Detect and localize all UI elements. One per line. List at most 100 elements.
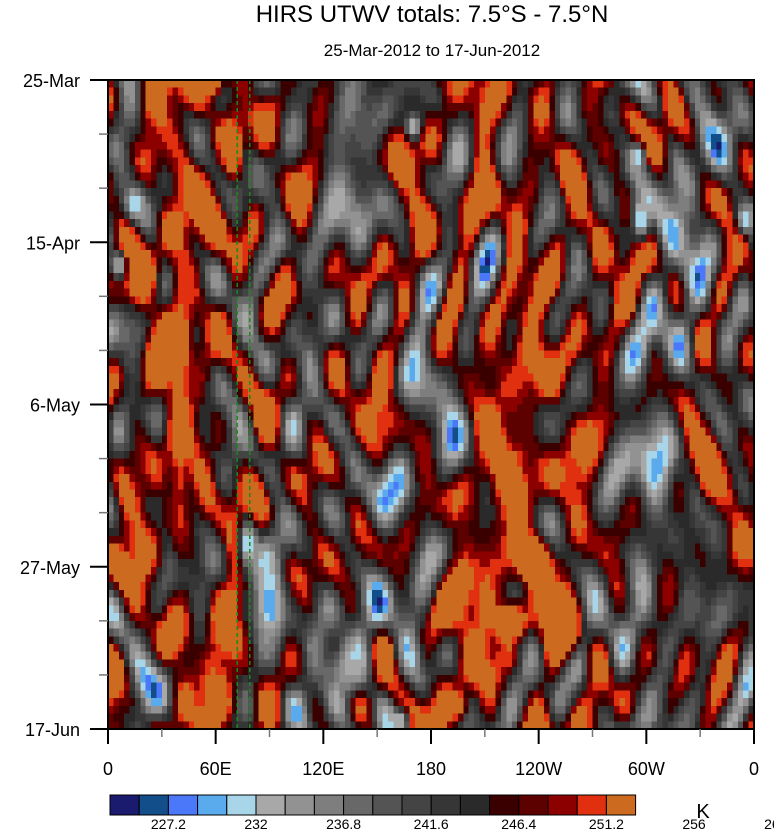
heatmap-cell [420,118,427,127]
heatmap-cell [264,95,271,104]
heatmap-cell [167,157,174,166]
heatmap-cell [274,288,281,297]
heatmap-cell [296,234,303,243]
heatmap-cell [640,134,647,143]
heatmap-cell [479,157,486,166]
heatmap-cell [587,358,594,367]
heatmap-cell [431,257,437,267]
heatmap-cell [108,80,114,89]
heatmap-cell [700,211,707,220]
heatmap-cell [247,195,254,205]
heatmap-cell [355,118,362,127]
heatmap-cell [183,265,190,274]
heatmap-cell [673,110,680,120]
heatmap-cell [361,180,367,189]
heatmap-cell [199,195,206,205]
heatmap-cell [748,226,755,236]
heatmap-cell [355,373,362,382]
heatmap-cell [527,234,534,243]
heatmap-cell [183,180,190,189]
heatmap-cell [177,389,184,398]
heatmap-cell [221,87,228,97]
heatmap-cell [662,149,669,158]
heatmap-cell [307,95,314,104]
heatmap-cell [145,118,152,127]
heatmap-cell [743,342,750,352]
heatmap-cell [657,296,664,305]
heatmap-cell [667,211,674,220]
heatmap-cell [183,304,190,313]
heatmap-cell [554,365,561,375]
heatmap-cell [705,118,712,127]
heatmap-cell [635,280,642,290]
heatmap-cell [570,304,577,313]
heatmap-cell [188,319,195,328]
heatmap-cell [614,234,621,243]
heatmap-cell [700,381,707,390]
heatmap-cell [156,110,163,120]
heatmap-cell [167,350,174,359]
heatmap-cell [640,118,647,127]
heatmap-cell [748,296,755,305]
heatmap-cell [382,273,389,282]
heatmap-cell [533,242,540,251]
heatmap-cell [592,311,599,321]
heatmap-cell [597,87,604,97]
heatmap-cell [603,350,610,359]
heatmap-cell [247,134,254,143]
heatmap-cell [710,365,717,375]
heatmap-cell [134,203,141,212]
heatmap-cell [468,319,475,328]
heatmap-cell [581,342,588,352]
heatmap-cell [592,188,599,197]
heatmap-cell [221,249,228,259]
heatmap-cell [554,350,561,359]
heatmap-cell [124,296,131,305]
heatmap-cell [393,211,400,220]
heatmap-cell [215,211,222,220]
heatmap-cell [167,257,174,267]
heatmap-cell [495,242,502,251]
heatmap-cell [452,365,459,375]
heatmap-cell [334,273,341,282]
heatmap-cell [387,288,394,297]
heatmap-cell [727,226,734,236]
heatmap-cell [597,203,604,212]
heatmap-cell [533,134,540,143]
heatmap-cell [231,319,238,328]
heatmap-cell [253,134,260,143]
heatmap-cell [156,296,163,305]
heatmap-cell [700,226,707,236]
heatmap-cell [167,134,174,143]
heatmap-cell [560,87,567,97]
heatmap-cell [172,180,179,189]
heatmap-cell [667,110,674,120]
heatmap-cell [409,288,416,297]
heatmap-cell [597,389,604,398]
heatmap-cell [296,265,303,274]
heatmap-cell [441,203,448,212]
heatmap-cell [608,265,615,274]
heatmap-cell [231,80,238,89]
heatmap-cell [113,396,120,406]
heatmap-cell [490,203,497,212]
heatmap-cell [619,296,626,305]
heatmap-cell [129,234,136,243]
heatmap-cell [517,257,524,267]
heatmap-cell [156,172,163,182]
heatmap-cell [258,389,265,398]
heatmap-cell [603,157,610,166]
heatmap-cell [694,164,701,174]
heatmap-cell [140,288,147,297]
heatmap-cell [597,172,604,182]
heatmap-cell [377,234,384,243]
heatmap-cell [452,134,459,143]
heatmap-cell [700,110,707,120]
heatmap-cell [312,219,319,228]
heatmap-cell [393,157,400,166]
heatmap-cell [387,358,394,367]
heatmap-cell [463,80,470,89]
heatmap-cell [210,350,217,359]
heatmap-cell [624,327,631,336]
heatmap-cell [511,350,518,359]
